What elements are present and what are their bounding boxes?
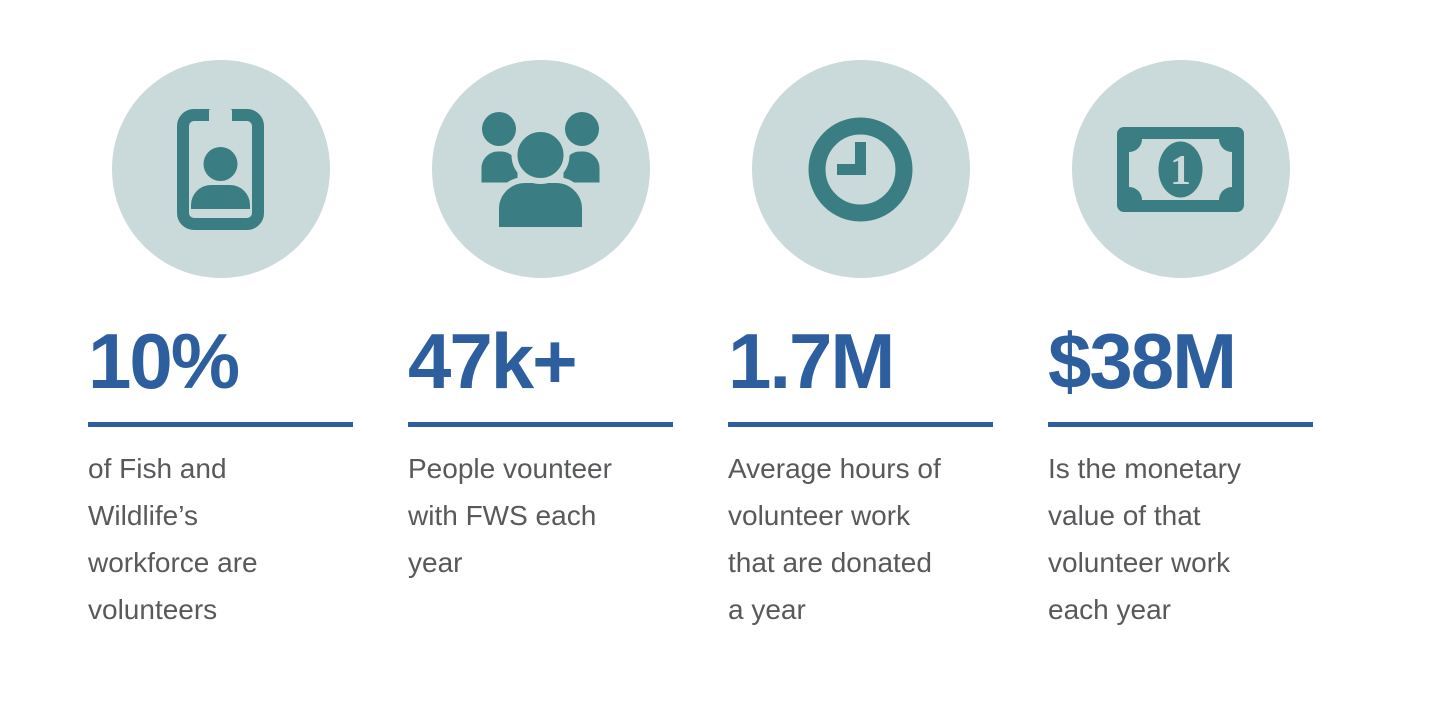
stat-card-people: 47k+ People vounteer with FWS each year [408, 60, 673, 633]
stat-icon-circle [111, 60, 330, 278]
stat-description-line: that are donated [728, 547, 932, 578]
clock-icon [808, 117, 913, 221]
stat-value: 47k+ [408, 317, 578, 405]
stat-description-line: volunteers [88, 594, 218, 625]
stat-description-line: Is the monetary [1048, 453, 1241, 484]
stat-value: 1.7M [728, 317, 895, 405]
stat-underline [88, 422, 353, 427]
stat-description: Average hours of volunteer work that are… [728, 445, 993, 633]
stat-underline [1048, 422, 1313, 427]
stats-row: 10% of Fish and Wildlife’s workforce are… [88, 60, 1313, 633]
stat-description-line: with FWS each [408, 500, 597, 531]
stat-card-workforce: 10% of Fish and Wildlife’s workforce are… [88, 60, 353, 633]
stat-description: of Fish and Wildlife’s workforce are vol… [88, 445, 353, 633]
stat-description-line: Wildlife’s [88, 500, 198, 531]
stat-icon-circle [751, 60, 970, 278]
stat-description: Is the monetary value of that volunteer … [1048, 445, 1313, 633]
svg-text:1: 1 [1170, 148, 1191, 194]
stat-description-line: workforce are [88, 547, 258, 578]
stat-description-line: volunteer work [1048, 547, 1231, 578]
stat-underline [408, 422, 673, 427]
stat-description: People vounteer with FWS each year [408, 445, 673, 586]
stat-value: 10% [88, 317, 240, 405]
stat-card-hours: 1.7M Average hours of volunteer work tha… [728, 60, 993, 633]
stat-description-line: value of that [1048, 500, 1201, 531]
id-badge-icon [177, 108, 264, 230]
stat-icon-circle: 1 [1071, 60, 1290, 278]
stat-description-line: year [408, 547, 463, 578]
stat-description-line: each year [1048, 594, 1171, 625]
stat-description-line: a year [728, 594, 806, 625]
stat-description-line: People vounteer [408, 453, 612, 484]
money-bill-icon: 1 [1117, 126, 1244, 212]
stat-description-line: volunteer work [728, 500, 911, 531]
stat-value: $38M [1048, 317, 1237, 405]
stat-icon-circle [431, 60, 650, 278]
stat-description-line: of Fish and [88, 453, 227, 484]
stat-underline [728, 422, 993, 427]
stat-card-value: 1 $38M Is the monetary value of that vol… [1048, 60, 1313, 633]
users-icon [479, 111, 602, 230]
stat-description-line: Average hours of [728, 453, 941, 484]
